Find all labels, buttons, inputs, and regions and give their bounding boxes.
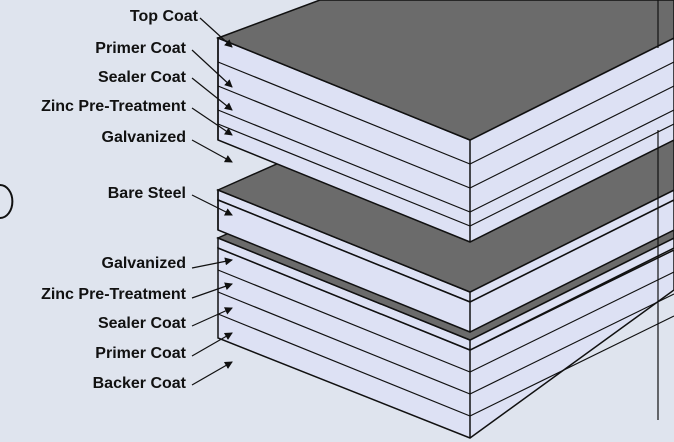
arrow-bare-steel (191, 194, 233, 216)
arrow-primer-coat-lower (191, 332, 233, 357)
arrow-sealer-coat-lower (191, 307, 233, 327)
arrow-galvanized-upper (191, 139, 233, 163)
upper-stack-layer-lines (217, 61, 674, 227)
upper-stack-block (215, 0, 674, 243)
upper-labels: Top Coat Primer Coat Sealer Coat Zinc Pr… (0, 0, 198, 442)
arrow-primer-coat-upper (191, 49, 233, 88)
arrow-zinc-upper (191, 107, 233, 136)
label-sealer-coat-upper: Sealer Coat (97, 69, 186, 86)
label-primer-coat-lower: Primer Coat (95, 345, 186, 362)
arrow-sealer-coat-upper (191, 77, 233, 111)
leader-arrows (191, 17, 233, 386)
partial-circle-shape (0, 184, 14, 219)
label-sealer-coat-lower: Sealer Coat (97, 315, 186, 332)
label-zinc-upper: Zinc Pre-Treatment (41, 98, 186, 115)
label-bare-steel: Bare Steel (107, 185, 186, 202)
label-primer-coat-upper: Primer Coat (95, 40, 186, 57)
label-backer-coat: Backer Coat (92, 375, 186, 392)
label-galvanized-lower: Galvanized (101, 255, 186, 272)
arrow-zinc-lower (191, 282, 233, 299)
label-galvanized-upper: Galvanized (101, 129, 186, 146)
label-top-coat: Top Coat (129, 8, 198, 25)
arrow-backer-coat (191, 361, 233, 386)
label-zinc-lower: Zinc Pre-Treatment (41, 286, 186, 303)
arrow-top-coat (199, 17, 233, 48)
lower-stack-layer-lines (217, 269, 674, 417)
arrow-galvanized-lower (191, 257, 233, 269)
